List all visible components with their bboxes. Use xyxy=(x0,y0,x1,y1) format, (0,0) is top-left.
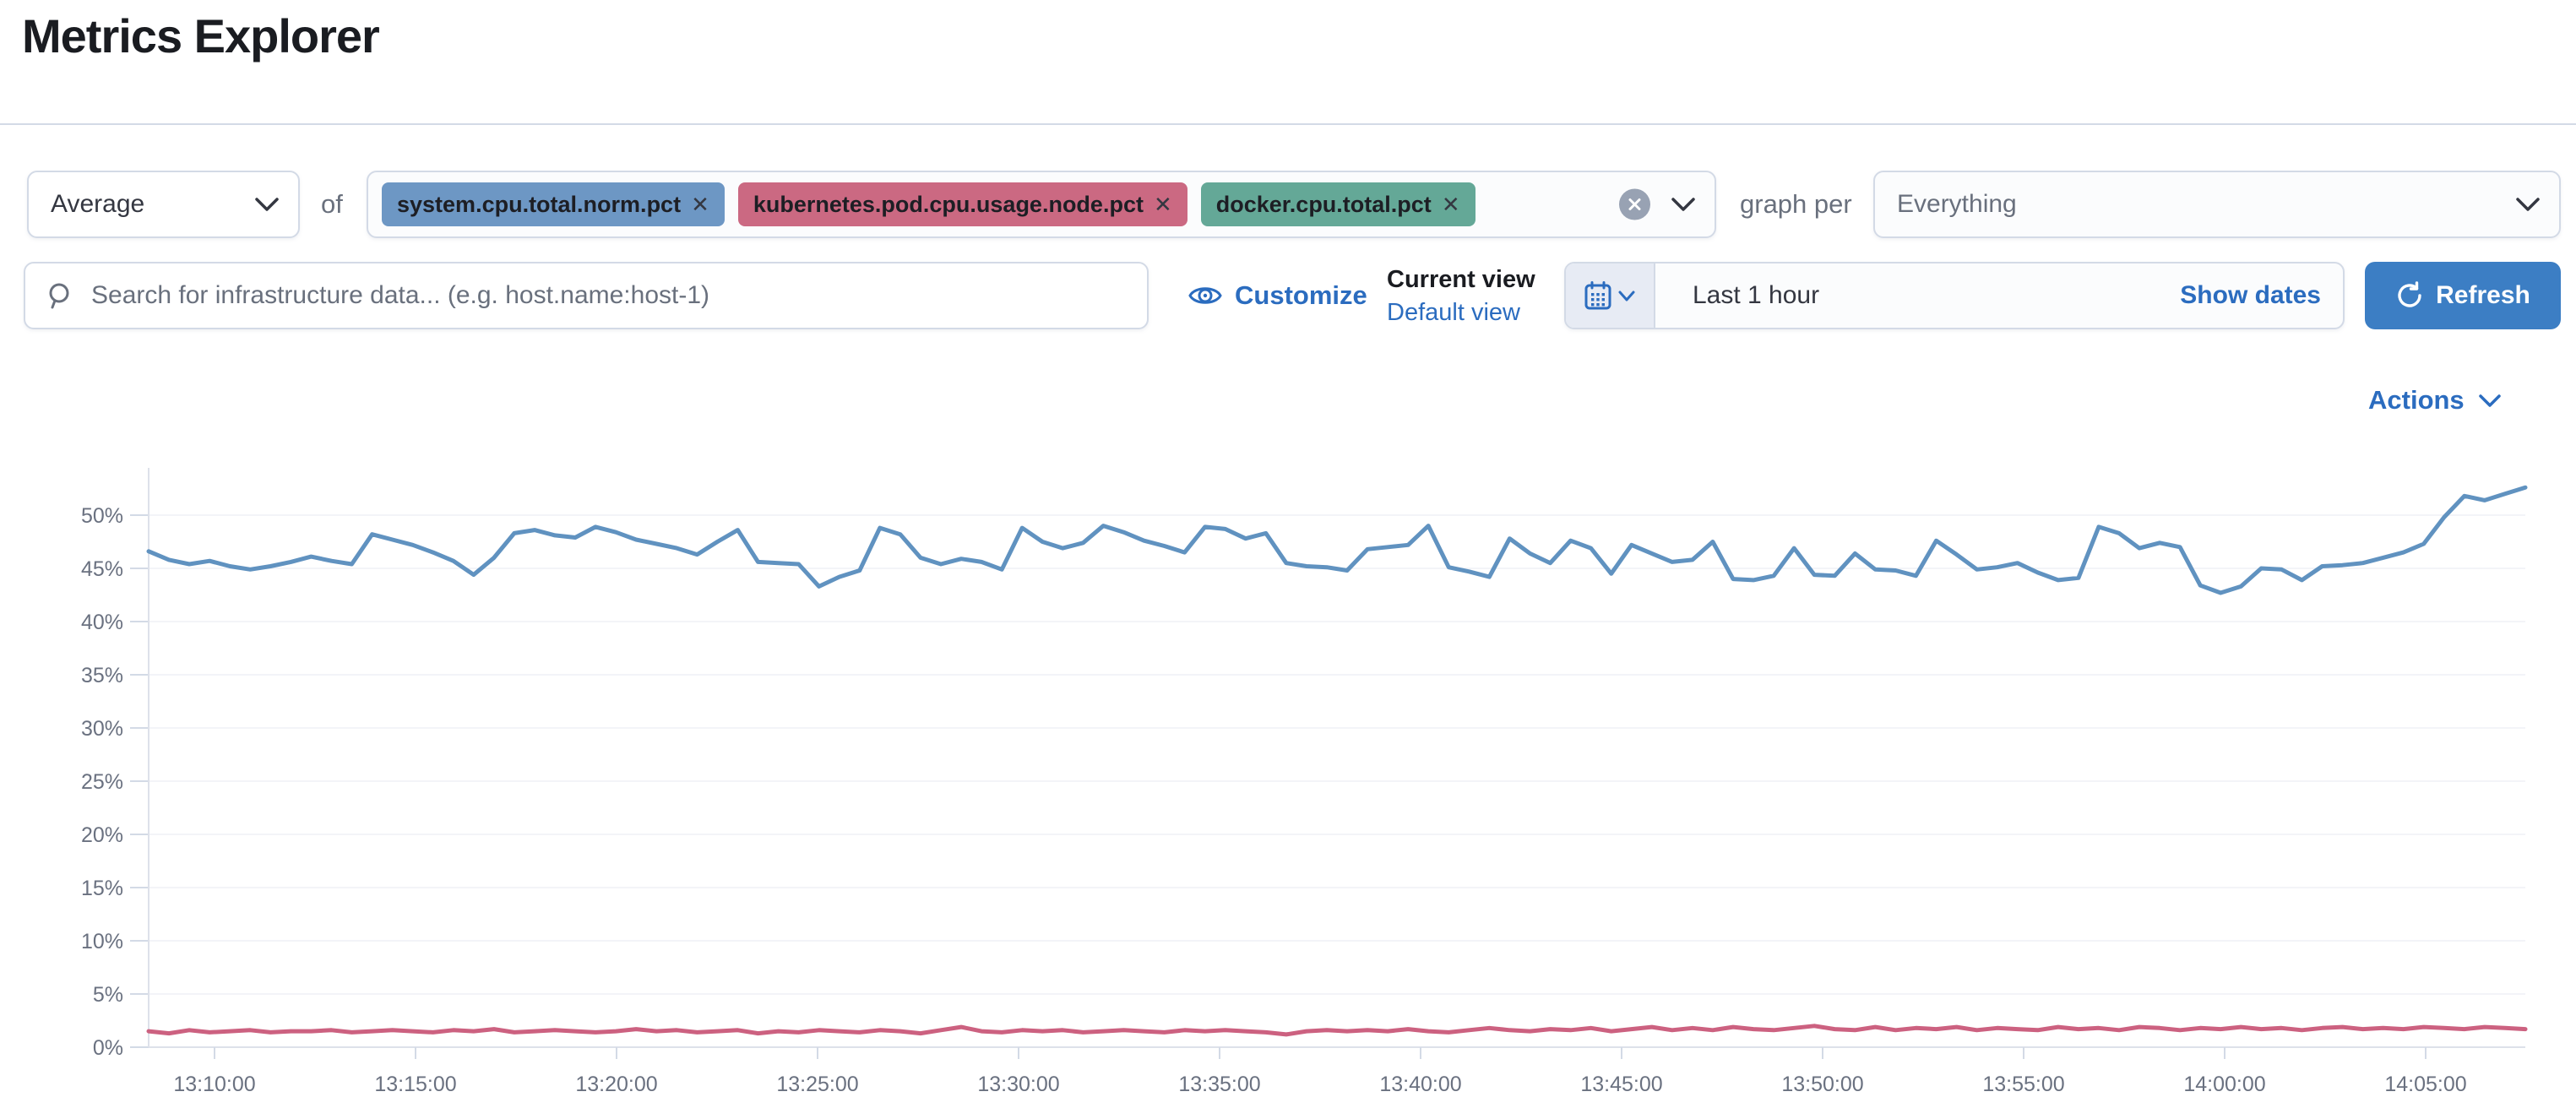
x-axis-label: 14:05:00 xyxy=(2384,1073,2466,1096)
remove-metric-icon[interactable]: ✕ xyxy=(691,191,709,217)
search-icon xyxy=(49,283,69,309)
search-box[interactable] xyxy=(24,262,1149,329)
x-axis-label: 13:45:00 xyxy=(1580,1073,1662,1096)
calendar-icon xyxy=(1584,281,1611,310)
time-range-value[interactable]: Last 1 hour xyxy=(1693,281,1820,309)
chevron-down-icon xyxy=(1618,291,1635,301)
metrics-combobox[interactable]: system.cpu.total.norm.pct ✕ kubernetes.p… xyxy=(367,171,1716,238)
actions-label: Actions xyxy=(2368,385,2465,415)
refresh-label: Refresh xyxy=(2436,281,2530,309)
y-axis-label: 25% xyxy=(81,770,123,794)
x-axis-label: 13:40:00 xyxy=(1379,1073,1461,1096)
series-line-kubernetes.pod.cpu.usage.node.pct xyxy=(146,1024,2528,1037)
actions-menu-button[interactable]: Actions xyxy=(2368,382,2502,419)
page-title: Metrics Explorer xyxy=(22,9,380,62)
refresh-button[interactable]: Refresh xyxy=(2365,262,2561,329)
graph-per-value: Everything xyxy=(1897,190,2017,218)
x-axis-label: 13:10:00 xyxy=(173,1073,255,1096)
customize-label: Customize xyxy=(1235,280,1367,310)
remove-metric-icon[interactable]: ✕ xyxy=(1441,191,1460,217)
chevron-down-icon xyxy=(2516,198,2540,211)
current-view-label: Current view xyxy=(1387,266,1535,293)
y-axis-label: 15% xyxy=(81,877,123,900)
of-label: of xyxy=(321,189,343,219)
y-axis-label: 35% xyxy=(81,664,123,687)
metric-tag[interactable]: docker.cpu.total.pct ✕ xyxy=(1200,182,1475,226)
x-axis-label: 13:25:00 xyxy=(776,1073,858,1096)
y-axis-label: 0% xyxy=(93,1036,123,1060)
metric-tag[interactable]: system.cpu.total.norm.pct ✕ xyxy=(382,182,725,226)
aggregation-select[interactable]: Average xyxy=(27,171,300,238)
aggregation-value: Average xyxy=(51,190,145,218)
clear-all-icon[interactable] xyxy=(1619,188,1650,220)
y-axis-label: 5% xyxy=(93,983,123,1007)
metrics-chart[interactable]: 0% 5% 10% 15% 20% 25% 30% 35% 40% 45% 50% 13:10:00 1… xyxy=(0,439,2576,1108)
chevron-down-icon[interactable] xyxy=(1671,197,1696,212)
x-axis-label: 13:15:00 xyxy=(374,1073,456,1096)
x-axis-label: 13:55:00 xyxy=(1982,1073,2064,1096)
chevron-down-icon xyxy=(255,198,279,211)
default-view-link[interactable]: Default view xyxy=(1387,299,1520,326)
view-switcher: Current view Default view xyxy=(1387,263,1564,329)
graph-per-select[interactable]: Everything xyxy=(1873,171,2561,238)
y-axis-label: 40% xyxy=(81,611,123,634)
x-axis-label: 13:50:00 xyxy=(1781,1073,1863,1096)
x-axis-label: 13:30:00 xyxy=(977,1073,1059,1096)
metric-tag-label: kubernetes.pod.cpu.usage.node.pct xyxy=(753,191,1144,217)
y-axis-label: 45% xyxy=(81,557,123,581)
chevron-down-icon xyxy=(2478,394,2501,407)
quick-select-button[interactable] xyxy=(1566,263,1655,328)
x-axis-label: 13:20:00 xyxy=(575,1073,657,1096)
refresh-icon xyxy=(2398,281,2421,307)
metric-tag[interactable]: kubernetes.pod.cpu.usage.node.pct ✕ xyxy=(737,182,1187,226)
metric-tag-label: docker.cpu.total.pct xyxy=(1215,191,1432,217)
x-axis-label: 14:00:00 xyxy=(2183,1073,2265,1096)
eye-icon xyxy=(1188,287,1222,304)
time-range-picker[interactable]: Last 1 hour Show dates xyxy=(1564,262,2345,329)
customize-button[interactable]: Customize xyxy=(1187,262,1367,329)
series-line-system.cpu.total.norm.pct xyxy=(146,485,2528,595)
graph-per-label: graph per xyxy=(1740,189,1852,219)
y-axis-label: 30% xyxy=(81,717,123,741)
header-divider xyxy=(0,123,2576,125)
show-dates-button[interactable]: Show dates xyxy=(2180,281,2321,309)
y-axis-label: 20% xyxy=(81,823,123,847)
metric-tag-label: system.cpu.total.norm.pct xyxy=(397,191,682,217)
y-axis-label: 50% xyxy=(81,504,123,528)
y-axis-label: 10% xyxy=(81,930,123,953)
search-input[interactable] xyxy=(90,280,1106,311)
x-axis-label: 13:35:00 xyxy=(1178,1073,1260,1096)
remove-metric-icon[interactable]: ✕ xyxy=(1153,191,1172,217)
